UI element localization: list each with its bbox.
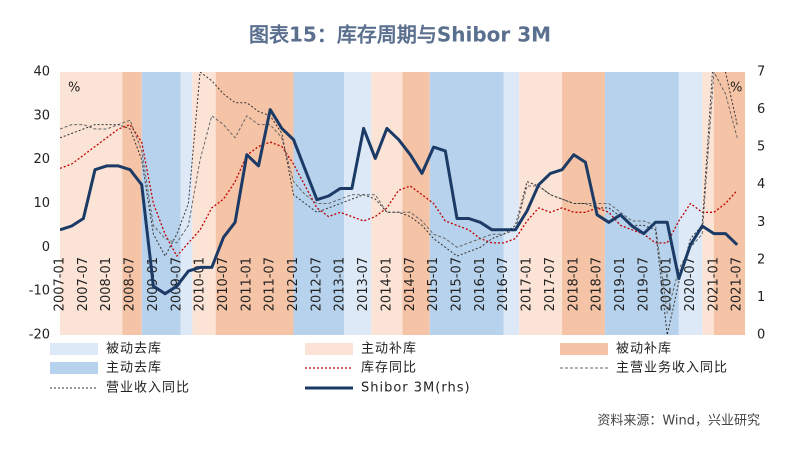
legend-swatch	[50, 343, 98, 355]
y2-tick-label: 5	[757, 140, 765, 155]
x-tick-label: 2014-01	[379, 257, 394, 311]
chart-title: 图表15：库存周期与Shibor 3M	[249, 23, 551, 47]
phase-bands	[60, 72, 745, 335]
phase-band	[371, 72, 403, 335]
x-tick-label: 2013-07	[356, 257, 371, 311]
legend-label: 营业收入同比	[106, 381, 190, 396]
y2-tick-label: 4	[757, 177, 765, 192]
legend-swatch	[305, 343, 353, 355]
series-line	[60, 108, 739, 296]
legend-swatch	[50, 362, 98, 374]
x-tick-label: 2020-07	[683, 257, 698, 311]
x-tick-label: 2019-07	[636, 257, 651, 311]
y-tick-label: 30	[33, 108, 50, 123]
x-tick-label: 2011-01	[239, 257, 254, 311]
x-tick-label: 2008-07	[123, 257, 138, 311]
y2-tick-label: 6	[757, 102, 765, 117]
y2-tick-label: 0	[757, 328, 765, 343]
phase-band	[429, 72, 504, 335]
legend-label: 主动去库	[106, 360, 162, 376]
source-note: 资料来源：Wind，兴业研究	[597, 414, 760, 429]
legend-label: 主动补库	[361, 341, 417, 357]
x-tick-label: 2019-01	[613, 257, 628, 311]
y2-tick-label: 1	[757, 290, 765, 305]
phase-band	[180, 72, 193, 335]
x-tick-label: 2008-01	[99, 257, 114, 311]
x-tick-label: 2012-07	[309, 257, 324, 311]
phase-band	[519, 72, 563, 335]
x-tick-label: 2020-01	[660, 257, 675, 311]
x-tick-label: 2017-01	[520, 257, 535, 311]
x-tick-label: 2010-07	[216, 257, 231, 311]
x-tick-label: 2021-01	[706, 257, 721, 311]
phase-band	[702, 72, 714, 335]
x-tick-label: 2016-01	[473, 257, 488, 311]
y-tick-label: 0	[42, 240, 50, 255]
y-tick-label: -20	[29, 328, 50, 343]
y-tick-label: 10	[33, 196, 50, 211]
y-tick-label: 20	[33, 152, 50, 167]
x-tick-label: 2014-07	[403, 257, 418, 311]
phase-band	[60, 72, 123, 335]
phase-band	[402, 72, 430, 335]
x-tick-label: 2016-07	[496, 257, 511, 311]
y2-tick-label: 2	[757, 252, 765, 267]
y2-unit: %	[730, 81, 742, 96]
series-lines	[60, 72, 739, 335]
x-tick-label: 2015-01	[426, 257, 441, 311]
x-tick-label: 2017-07	[543, 257, 558, 311]
phase-band	[604, 72, 679, 335]
x-tick-label: 2012-01	[286, 257, 301, 311]
y-unit: %	[68, 81, 80, 96]
phase-band	[713, 72, 745, 335]
legend-label: Shibor 3M(rhs)	[361, 381, 471, 396]
legend-label: 主营业务收入同比	[616, 360, 728, 376]
axes: -20 -10 0 10 20 30 40 0 1 2 3 4 5 6 7 2007-01 2007-07 200…	[29, 65, 766, 343]
y-tick-label: -10	[29, 284, 50, 299]
x-tick-label: 2007-07	[76, 257, 91, 311]
phase-band	[344, 72, 372, 335]
x-tick-label: 2010-01	[193, 257, 208, 311]
y2-tick-label: 3	[757, 215, 765, 230]
phase-band	[503, 72, 520, 335]
legend-label: 被动补库	[616, 341, 672, 357]
legend-label: 被动去库	[106, 341, 162, 357]
x-tick-label: 2021-07	[730, 257, 745, 311]
series-line	[60, 72, 738, 314]
phase-band	[215, 72, 294, 335]
y-tick-label: 40	[33, 65, 50, 80]
x-tick-label: 2013-01	[333, 257, 348, 311]
x-tick-label: 2015-07	[449, 257, 464, 311]
x-tick-label: 2011-07	[263, 257, 278, 311]
legend-swatch	[560, 343, 608, 355]
x-tick-label: 2018-07	[590, 257, 605, 311]
series-line	[60, 123, 738, 257]
x-tick-label: 2018-01	[566, 257, 581, 311]
legend-label: 库存同比	[361, 360, 417, 376]
y2-tick-label: 7	[757, 65, 765, 80]
x-tick-label: 2007-01	[53, 257, 68, 311]
